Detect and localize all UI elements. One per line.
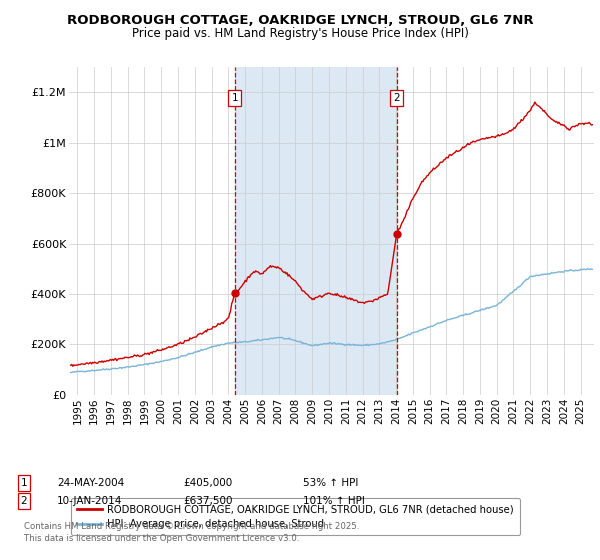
Text: 101% ↑ HPI: 101% ↑ HPI [303,496,365,506]
Text: £405,000: £405,000 [183,478,232,488]
Text: £637,500: £637,500 [183,496,233,506]
Text: 1: 1 [20,478,28,488]
Legend: RODBOROUGH COTTAGE, OAKRIDGE LYNCH, STROUD, GL6 7NR (detached house), HPI: Avera: RODBOROUGH COTTAGE, OAKRIDGE LYNCH, STRO… [71,498,520,535]
Text: 53% ↑ HPI: 53% ↑ HPI [303,478,358,488]
Text: RODBOROUGH COTTAGE, OAKRIDGE LYNCH, STROUD, GL6 7NR: RODBOROUGH COTTAGE, OAKRIDGE LYNCH, STRO… [67,14,533,27]
Text: 2: 2 [20,496,28,506]
Text: 2: 2 [393,94,400,104]
Text: Price paid vs. HM Land Registry's House Price Index (HPI): Price paid vs. HM Land Registry's House … [131,27,469,40]
Bar [235,67,397,395]
Text: Contains HM Land Registry data © Crown copyright and database right 2025.: Contains HM Land Registry data © Crown c… [24,522,359,531]
Text: 10-JAN-2014: 10-JAN-2014 [57,496,122,506]
Text: 1: 1 [232,94,238,104]
Text: 24-MAY-2004: 24-MAY-2004 [57,478,124,488]
Text: This data is licensed under the Open Government Licence v3.0.: This data is licensed under the Open Gov… [24,534,299,543]
